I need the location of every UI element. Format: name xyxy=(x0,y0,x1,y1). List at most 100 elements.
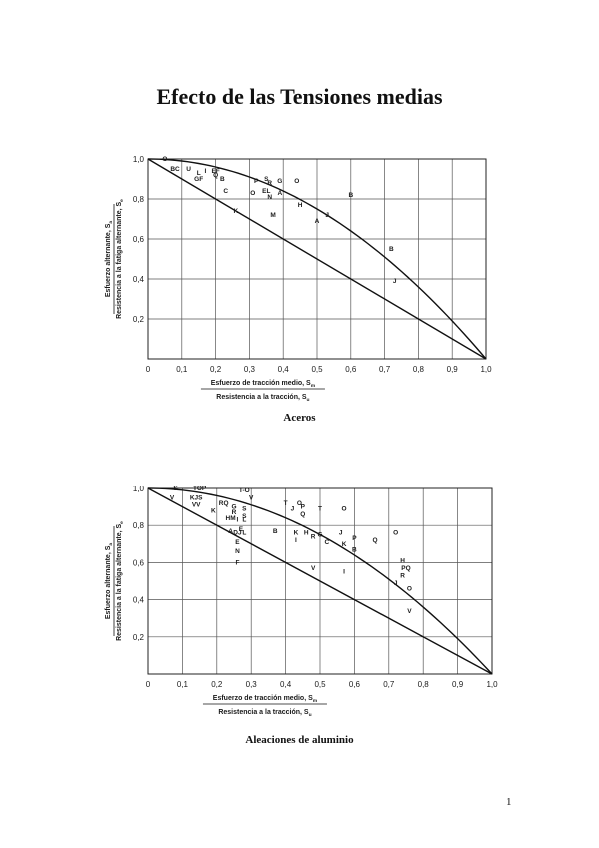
aluminum-data-point: T xyxy=(284,500,288,507)
aluminum-data-point: S xyxy=(242,513,247,520)
aluminum-plot-frame xyxy=(147,487,493,675)
aluminum-data-point: R xyxy=(311,533,316,540)
page-number: 1 xyxy=(506,796,512,808)
aluminum-data-point: O xyxy=(407,585,412,592)
steel-data-point: K xyxy=(234,208,239,215)
aluminum-data-point: P xyxy=(352,535,357,542)
aluminum-data-point: H xyxy=(400,558,405,565)
aluminum-y-tick-label: 0,2 xyxy=(133,633,145,642)
aluminum-xlabel-denominator: Resistencia a la tracción, Su xyxy=(218,709,311,718)
steel-x-tick-label: 0,8 xyxy=(413,365,425,374)
aluminum-data-point: Q xyxy=(300,511,305,518)
aluminum-y-tick-label: 0,8 xyxy=(133,521,145,530)
aluminum-data-point: C xyxy=(325,539,330,546)
steel-data-point: A xyxy=(277,190,282,197)
aluminum-xlabel-numerator: Esfuerzo de tracción medio, Sm xyxy=(213,695,318,704)
aluminum-data-point: DJ xyxy=(233,530,242,537)
aluminum-x-tick-label: 0,9 xyxy=(452,680,464,689)
aluminum-data-point: B xyxy=(352,546,357,553)
steel-data-point: G xyxy=(277,178,282,185)
steel-data-point: H xyxy=(298,202,303,209)
steel-data-point: B xyxy=(389,246,394,253)
aluminum-data-point: G xyxy=(231,504,236,511)
aluminum-data-point: KJS xyxy=(190,494,203,501)
page-title: Efecto de las Tensiones medias xyxy=(156,84,443,109)
steel-plot-frame xyxy=(147,158,487,360)
steel-xlabel-denominator: Resistencia a la tracción, Su xyxy=(216,394,309,403)
steel-data-point: I xyxy=(205,168,207,175)
aluminum-ylabel-numerator: Esfuerzo alternante, Sa xyxy=(105,543,114,620)
aluminum-x-tick-label: 0,8 xyxy=(418,680,430,689)
aluminum-data-point: TOP xyxy=(193,486,207,492)
aluminum-data-point: E xyxy=(239,526,244,533)
steel-y-tick-label: 0,2 xyxy=(133,315,145,324)
aluminum-x-tick-label: 0,3 xyxy=(246,680,258,689)
steel-x-tick-label: 0,1 xyxy=(176,365,188,374)
steel-x-tick-label: 0,3 xyxy=(244,365,256,374)
aluminum-data-point: A xyxy=(228,528,233,535)
aluminum-data-point: S xyxy=(173,486,178,492)
aluminum-x-tick-label: 0 xyxy=(146,680,151,689)
steel-data-point: O xyxy=(294,178,299,185)
steel-data-point: P xyxy=(254,178,259,185)
steel-x-tick-label: 0,4 xyxy=(278,365,290,374)
steel-y-tick-label: 0,6 xyxy=(133,235,145,244)
steel-y-tick-label: 0,4 xyxy=(133,275,145,284)
aluminum-data-point: V xyxy=(407,608,412,615)
aluminum-data-point: PQ xyxy=(401,565,410,572)
steel-chart-caption: Aceros xyxy=(283,412,316,424)
aluminum-data-point: O xyxy=(393,530,398,537)
aluminum-data-point: T xyxy=(318,505,322,512)
aluminum-data-point: Q xyxy=(373,537,378,544)
steel-x-tick-label: 0,2 xyxy=(210,365,222,374)
aluminum-data-point: J xyxy=(394,580,398,587)
aluminum-data-point: T-O xyxy=(239,487,250,494)
aluminum-chart-svg: 0 0,1 0,2 0,3 0,4 0,5 0,6 0,7 0,8 0,9 1,0 0,2 0,4 0,6… xyxy=(105,486,498,718)
steel-chart-svg: 0 0,1 0,2 0,3 0,4 0,5 0,6 0,7 0,8 0,9 1,0 0,2 0,4 0,6… xyxy=(105,155,492,403)
steel-data-point: L xyxy=(197,170,201,177)
steel-y-tick-label: 0,8 xyxy=(133,195,145,204)
aluminum-data-point: P xyxy=(301,504,306,511)
aluminum-ylabel-denominator: Resistencia a la fatiga alternante, Se xyxy=(116,521,125,641)
aluminum-x-tick-label: 0,6 xyxy=(349,680,361,689)
aluminum-data-point: HM xyxy=(226,515,236,522)
aluminum-data-point: B xyxy=(273,528,278,535)
steel-data-point: Q xyxy=(213,172,218,179)
aluminum-x-tick-label: 0,2 xyxy=(211,680,223,689)
steel-data-point: C xyxy=(223,188,228,195)
steel-ylabel-denominator: Resistencia a la fatiga alternante, Se xyxy=(116,199,125,319)
aluminum-chart-caption: Aleaciones de aluminio xyxy=(245,734,354,746)
aluminum-data-point: G xyxy=(317,532,322,539)
aluminum-data-point: L xyxy=(242,517,246,524)
steel-data-point: A xyxy=(315,218,320,225)
aluminum-data-point: I xyxy=(343,569,345,576)
aluminum-x-tick-label: 0,5 xyxy=(314,680,326,689)
steel-data-point: S xyxy=(264,176,269,183)
steel-xlabel-numerator: Esfuerzo de tracción medio, Sm xyxy=(211,380,316,389)
aluminum-x-tick-label: 0,4 xyxy=(280,680,292,689)
steel-x-tick-label: 0,6 xyxy=(345,365,357,374)
aluminum-y-tick-label: 0,4 xyxy=(133,596,145,605)
aluminum-data-point: R xyxy=(232,509,237,516)
aluminum-x-tick-label: 1,0 xyxy=(486,680,498,689)
aluminum-data-point: K xyxy=(342,541,347,548)
steel-data-point: B xyxy=(220,176,225,183)
aluminum-data-point: O xyxy=(342,505,347,512)
steel-data-point: O xyxy=(250,190,255,197)
steel-x-tick-label: 0 xyxy=(146,365,151,374)
steel-ylabel-numerator: Esfuerzo alternante, Sa xyxy=(105,221,114,298)
steel-data-point: J xyxy=(393,278,397,285)
steel-gerber-curve xyxy=(147,158,487,360)
aluminum-data-point: O xyxy=(297,500,302,507)
aluminum-goodman-line xyxy=(147,487,493,675)
aluminum-data-point: V xyxy=(311,565,316,572)
aluminum-data-point: V xyxy=(170,494,175,501)
steel-y-tick-label: 1,0 xyxy=(133,155,145,164)
aluminum-data-point: F xyxy=(235,559,239,566)
steel-goodman-line xyxy=(147,158,487,360)
aluminum-data-point: J xyxy=(339,530,343,537)
steel-data-point: EF xyxy=(211,168,219,175)
steel-data-point: N xyxy=(267,194,272,201)
aluminum-x-tick-label: 0,1 xyxy=(177,680,189,689)
aluminum-data-point: V xyxy=(249,494,254,501)
